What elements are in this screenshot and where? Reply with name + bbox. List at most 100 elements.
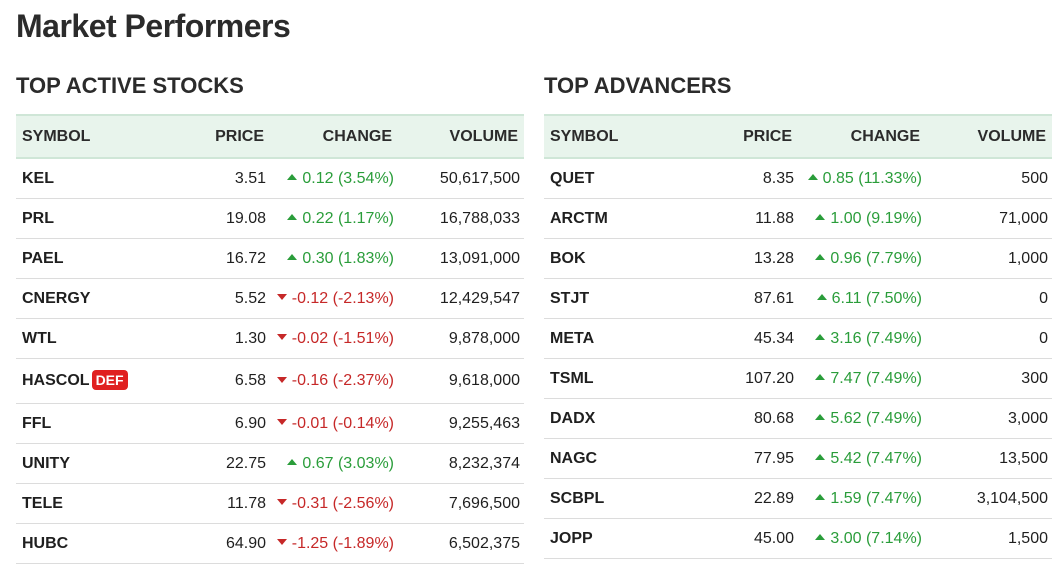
table-row[interactable]: TELE 11.78 -0.31 (-2.56%) 7,696,500	[16, 483, 524, 524]
column-header-change[interactable]: CHANGE	[322, 127, 392, 145]
symbol-link[interactable]: SCBPL	[550, 489, 605, 507]
symbol-link[interactable]: TSML	[550, 369, 594, 387]
symbol-link[interactable]: UNITY	[22, 454, 70, 472]
top-advancers-title: TOP ADVANCERS	[544, 73, 732, 98]
symbol-cell: STJT	[544, 278, 694, 319]
symbol-link[interactable]: PRL	[22, 209, 54, 227]
symbol-link[interactable]: BOK	[550, 249, 586, 267]
symbol-link[interactable]: TELE	[22, 494, 63, 512]
volume-cell: 50,617,500	[398, 158, 524, 199]
change-cell: 1.59 (7.47%)	[798, 478, 926, 519]
column-header-symbol[interactable]: SYMBOL	[550, 127, 619, 145]
table-row[interactable]: NAGC 77.95 5.42 (7.47%) 13,500	[544, 438, 1052, 479]
symbol-link[interactable]: HASCOL	[22, 372, 90, 390]
symbol-cell: META	[544, 318, 694, 359]
column-header-volume[interactable]: VOLUME	[977, 127, 1046, 145]
change-value: 7.47 (7.49%)	[830, 369, 922, 387]
column-header-change[interactable]: CHANGE	[850, 127, 920, 145]
symbol-link[interactable]: WTL	[22, 329, 57, 347]
symbol-link[interactable]: JOPP	[550, 529, 593, 547]
price-cell: 13.28	[694, 238, 798, 279]
price-cell: 6.58	[166, 358, 270, 404]
default-badge: DEF	[91, 370, 128, 390]
column-header-volume[interactable]: VOLUME	[449, 127, 518, 145]
table-row[interactable]: QUET 8.35 0.85 (11.33%) 500	[544, 158, 1052, 199]
table-row[interactable]: STJT 87.61 6.11 (7.50%) 0	[544, 278, 1052, 319]
change-cell: 0.67 (3.03%)	[270, 443, 398, 484]
table-row[interactable]: PAEL 16.72 0.30 (1.83%) 13,091,000	[16, 238, 524, 279]
symbol-link[interactable]: FFL	[22, 414, 52, 432]
table-row[interactable]: FFL 6.90 -0.01 (-0.14%) 9,255,463	[16, 403, 524, 444]
symbol-link[interactable]: META	[550, 329, 595, 347]
table-row[interactable]: ARCTM 11.88 1.00 (9.19%) 71,000	[544, 198, 1052, 239]
price-cell: 3.51	[166, 158, 270, 199]
volume-cell: 9,618,000	[398, 358, 524, 404]
symbol-link[interactable]: PAEL	[22, 249, 64, 267]
symbol-link[interactable]: STJT	[550, 289, 590, 307]
top-advancers-table: SYMBOL PRICE CHANGE VOLUME QUET 8.35 0.85 …	[544, 114, 1052, 559]
symbol-link[interactable]: DADX	[550, 409, 596, 427]
change-value: 1.00 (9.19%)	[830, 209, 922, 227]
change-cell: -0.02 (-1.51%)	[270, 318, 398, 359]
change-cell: 5.62 (7.49%)	[798, 398, 926, 439]
symbol-cell: DADX	[544, 398, 694, 439]
column-header-price[interactable]: PRICE	[215, 127, 264, 145]
symbol-cell: JOPP	[544, 518, 694, 559]
table-row[interactable]: JOPP 45.00 3.00 (7.14%) 1,500	[544, 518, 1052, 559]
change-cell: 3.00 (7.14%)	[798, 518, 926, 559]
volume-cell: 9,878,000	[398, 318, 524, 359]
table-row[interactable]: KEL 3.51 0.12 (3.54%) 50,617,500	[16, 158, 524, 199]
table-row[interactable]: HUBC 64.90 -1.25 (-1.89%) 6,502,375	[16, 523, 524, 564]
symbol-cell: ARCTM	[544, 198, 694, 239]
top-advancers-rows: QUET 8.35 0.85 (11.33%) 500 ARCTM 11.88 1.00 (…	[544, 158, 1052, 559]
volume-cell: 3,104,500	[926, 478, 1052, 519]
table-row[interactable]: SCBPL 22.89 1.59 (7.47%) 3,104,500	[544, 478, 1052, 519]
symbol-link[interactable]: KEL	[22, 169, 54, 187]
top-active-stocks-title: TOP ACTIVE STOCKS	[16, 73, 244, 98]
symbol-cell: BOK	[544, 238, 694, 279]
table-row[interactable]: HASCOL DEF 6.58 -0.16 (-2.37%) 9,618,000	[16, 358, 524, 404]
symbol-link[interactable]: QUET	[550, 169, 595, 187]
change-value: -0.16 (-2.37%)	[291, 372, 394, 389]
triangle-up-icon	[287, 174, 298, 181]
table-row[interactable]: META 45.34 3.16 (7.49%) 0	[544, 318, 1052, 359]
volume-cell: 13,091,000	[398, 238, 524, 279]
price-cell: 107.20	[694, 358, 798, 399]
volume-cell: 71,000	[926, 198, 1052, 239]
volume-cell: 13,500	[926, 438, 1052, 479]
change-value: 0.12 (3.54%)	[302, 169, 394, 187]
table-row[interactable]: BOK 13.28 0.96 (7.79%) 1,000	[544, 238, 1052, 279]
change-cell: -0.01 (-0.14%)	[270, 403, 398, 444]
change-value: -0.02 (-1.51%)	[291, 329, 394, 347]
volume-cell: 8,232,374	[398, 443, 524, 484]
table-row[interactable]: DADX 80.68 5.62 (7.49%) 3,000	[544, 398, 1052, 439]
column-header-symbol[interactable]: SYMBOL	[22, 127, 91, 145]
change-cell: 0.96 (7.79%)	[798, 238, 926, 279]
column-header-price[interactable]: PRICE	[743, 127, 792, 145]
table-row[interactable]: CNERGY 5.52 -0.12 (-2.13%) 12,429,547	[16, 278, 524, 319]
top-active-stocks-table: SYMBOL PRICE CHANGE VOLUME KEL 3.51 0.12 (…	[16, 114, 524, 564]
top-advancers-panel: TOP ADVANCERS SYMBOL PRICE CHANGE VOLUME…	[544, 72, 1052, 559]
change-cell: 5.42 (7.47%)	[798, 438, 926, 479]
table-header-row: SYMBOL PRICE CHANGE VOLUME	[16, 115, 524, 158]
table-row[interactable]: WTL 1.30 -0.02 (-1.51%) 9,878,000	[16, 318, 524, 359]
price-cell: 6.90	[166, 403, 270, 444]
symbol-cell: HASCOL DEF	[16, 358, 166, 404]
symbol-cell: FFL	[16, 403, 166, 444]
symbol-link[interactable]: ARCTM	[550, 209, 608, 227]
triangle-up-icon	[815, 414, 826, 421]
table-row[interactable]: UNITY 22.75 0.67 (3.03%) 8,232,374	[16, 443, 524, 484]
price-cell: 45.00	[694, 518, 798, 559]
price-cell: 64.90	[166, 523, 270, 564]
triangle-up-icon	[815, 374, 826, 381]
symbol-link[interactable]: HUBC	[22, 534, 69, 552]
symbol-link[interactable]: CNERGY	[22, 289, 91, 307]
triangle-up-icon	[815, 334, 826, 341]
symbol-link[interactable]: NAGC	[550, 449, 598, 467]
change-cell: -0.31 (-2.56%)	[270, 483, 398, 524]
table-row[interactable]: TSML 107.20 7.47 (7.49%) 300	[544, 358, 1052, 399]
change-value: 3.16 (7.49%)	[830, 329, 922, 347]
triangle-up-icon	[815, 214, 826, 221]
change-cell: 0.30 (1.83%)	[270, 238, 398, 279]
table-row[interactable]: PRL 19.08 0.22 (1.17%) 16,788,033	[16, 198, 524, 239]
